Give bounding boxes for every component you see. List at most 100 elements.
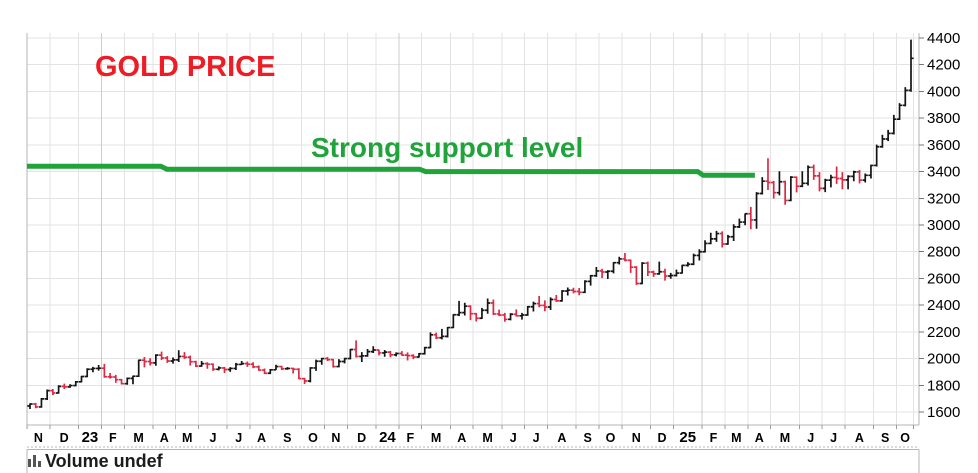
time-axis-month-label: A: [257, 431, 266, 445]
time-axis-month-label: D: [357, 431, 366, 445]
ohlc-bar: [44, 389, 50, 400]
ohlc-bar: [376, 349, 382, 356]
ohlc-bar: [61, 383, 67, 390]
ohlc-bar: [891, 114, 897, 135]
ohlc-bar: [856, 169, 863, 184]
ohlc-bar: [513, 309, 519, 317]
ohlc-bar: [559, 290, 565, 302]
ohlc-bar: [633, 266, 640, 285]
time-axis-month-label: J: [510, 431, 517, 445]
time-axis-month-label: A: [755, 431, 764, 445]
ohlc-bar: [685, 262, 691, 267]
chart-title: GOLD PRICE: [95, 51, 276, 83]
volume-histogram-icon: [28, 455, 41, 467]
time-axis-month-label: A: [855, 431, 864, 445]
ohlc-bar: [547, 297, 554, 310]
ohlc-bar: [141, 356, 148, 368]
ohlc-bar: [50, 389, 56, 396]
ohlc-bar: [605, 270, 611, 279]
ohlc-bar: [902, 87, 908, 107]
ohlc-bar: [347, 348, 353, 360]
ohlc-bar: [896, 103, 903, 121]
time-axis-month-label: J: [807, 431, 814, 445]
ohlc-bar: [233, 362, 239, 371]
ohlc-bar: [696, 249, 702, 261]
time-axis-month-label: O: [900, 431, 910, 445]
ohlc-bar: [822, 178, 828, 193]
ohlc-bar: [599, 268, 605, 279]
ohlc-bar: [576, 288, 582, 296]
time-axis-month-label: O: [308, 431, 318, 445]
ohlc-bar: [462, 302, 468, 316]
ohlc-bar: [668, 272, 674, 279]
ohlc-bar: [610, 261, 617, 274]
price-axis-label: 1600: [927, 404, 960, 421]
ohlc-bar: [650, 270, 657, 277]
ohlc-bar: [261, 368, 268, 375]
time-axis-month-label: N: [632, 431, 641, 445]
price-axis-label: 1800: [927, 377, 960, 394]
time-axis-year-label: 25: [679, 429, 696, 446]
ohlc-bar: [342, 357, 348, 364]
ohlc-bar: [296, 368, 302, 380]
time-axis-month-label: A: [457, 431, 466, 445]
ohlc-bar: [713, 230, 720, 242]
support-line: [27, 163, 755, 178]
ohlc-bar: [639, 262, 645, 285]
ohlc-bar: [301, 377, 308, 384]
ohlc-bar: [250, 362, 256, 369]
ohlc-bar: [828, 174, 834, 188]
time-axis-month-label: N: [331, 431, 340, 445]
ohlc-bar: [284, 367, 291, 370]
ohlc-bar: [78, 375, 85, 383]
price-axis-label: 3200: [927, 190, 960, 207]
ohlc-bar: [130, 375, 136, 385]
ohlc-bar: [765, 158, 771, 191]
ohlc-bar: [771, 180, 777, 199]
ohlc-bar: [645, 261, 651, 277]
ohlc-bar: [393, 352, 399, 357]
ohlc-bar: [67, 384, 73, 388]
time-axis-month-label: J: [533, 431, 540, 445]
time-axis-month-label: F: [406, 431, 414, 445]
price-axis-label: 2200: [927, 324, 960, 341]
ohlc-bar: [536, 296, 542, 308]
time-axis-month-label: M: [482, 431, 492, 445]
chart-grid: [26, 33, 919, 425]
price-axis-label: 2000: [927, 351, 960, 368]
ohlc-bar: [496, 309, 502, 317]
time-axis-month-label: F: [109, 431, 117, 445]
price-axis-label: 3600: [927, 137, 960, 154]
ohlc-bar: [170, 357, 176, 364]
ohlc-bar: [239, 360, 245, 366]
ohlc-bar: [673, 269, 680, 277]
ohlc-bar: [662, 268, 668, 281]
ohlc-bar: [27, 403, 33, 410]
ohlc-bar: [307, 367, 313, 383]
ohlc-bar: [868, 164, 874, 179]
ohlc-bar: [353, 340, 359, 358]
ohlc-bar: [416, 352, 422, 358]
ohlc-bar: [811, 164, 817, 180]
ohlc-bar: [793, 176, 800, 193]
ohlc-bar: [124, 377, 130, 385]
time-axis-month-label: J: [830, 431, 837, 445]
time-axis: N D 23 F M A M J J A S O N D 24 F M A M J J A S O N D 25 F M A M J J A S O: [34, 429, 910, 446]
ohlc-bar: [399, 351, 405, 356]
support-level-label: Strong support level: [311, 132, 584, 163]
time-axis-month-label: M: [780, 431, 790, 445]
ohlc-bar: [851, 170, 857, 182]
ohlc-bar: [90, 366, 96, 373]
ohlc-bar: [542, 300, 548, 312]
ohlc-bar: [731, 224, 737, 242]
price-axis-label: 2800: [927, 244, 960, 261]
ohlc-bar: [84, 368, 90, 378]
ohlc-bar: [176, 350, 182, 363]
ohlc-bar: [788, 176, 794, 202]
ohlc-bar: [439, 328, 445, 340]
ohlc-bar: [445, 326, 451, 338]
ohlc-bar: [433, 332, 439, 340]
ohlc-bar: [691, 253, 697, 266]
